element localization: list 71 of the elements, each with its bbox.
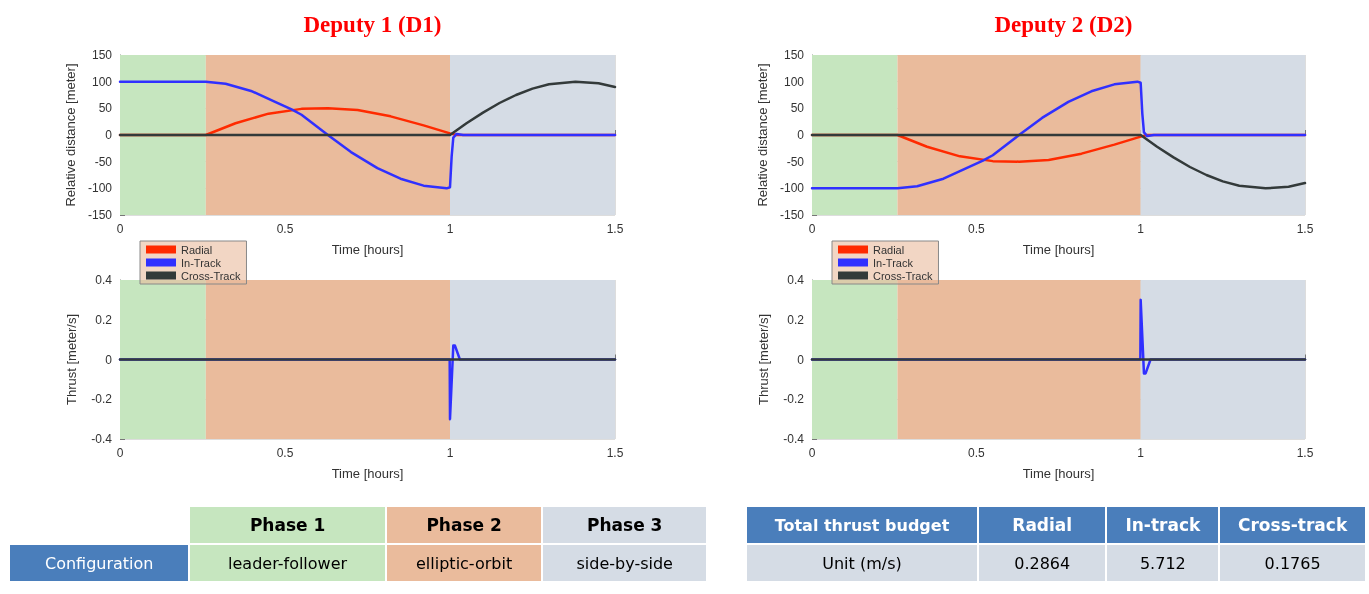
x-tick-label: 1.5: [606, 222, 624, 236]
x-tick-label: 0.5: [967, 222, 985, 236]
y-tick-label: -50: [94, 154, 113, 169]
category-label: Radial: [978, 507, 1106, 543]
category-label: Unit (m/s): [822, 553, 902, 573]
y-axis-title: Relative distance [meter]: [755, 63, 771, 207]
x-tick-label: 0.5: [276, 222, 294, 236]
y-tick-label: 50: [790, 101, 805, 116]
x-axis-title: Time [hours]: [331, 242, 404, 257]
category-label: Phase 1: [190, 507, 385, 543]
legend-label: Radial: [181, 243, 213, 256]
text: elliptic-orbit: [416, 553, 513, 573]
text: 0.1765: [1264, 553, 1321, 573]
text: 0.2864: [1014, 553, 1071, 573]
text: side-by-side: [576, 553, 673, 573]
x-tick-label: 1: [1137, 446, 1145, 460]
y-axis-title: Thrust [meter/s]: [756, 313, 771, 406]
x-tick-label: 0.5: [967, 446, 985, 460]
x-tick-label: 0: [116, 446, 124, 460]
y-tick-label: -0.2: [91, 392, 113, 407]
category-label: Phase 2: [386, 507, 542, 543]
category-label: Cross-track: [1220, 507, 1365, 543]
y-tick-label: -0.4: [783, 432, 805, 446]
y-tick-label: -100: [779, 181, 805, 196]
category-label: In-track: [1107, 507, 1219, 543]
legend-label: Cross-Track: [181, 269, 241, 282]
x-axis-title: Time [hours]: [331, 466, 404, 481]
y-tick-label: -0.2: [783, 392, 805, 407]
y-tick-label: -150: [779, 208, 805, 222]
legend-label: In-Track: [873, 256, 914, 269]
x-tick-label: 0: [808, 222, 816, 236]
category-label: Phase 3: [543, 507, 706, 543]
y-tick-label: 50: [98, 101, 113, 116]
y-tick-label: -150: [87, 208, 113, 222]
x-axis-title: Time [hours]: [1022, 242, 1095, 257]
x-tick-label: 1: [446, 222, 454, 236]
y-tick-label: 0.2: [95, 312, 113, 327]
x-tick-label: 1: [446, 446, 454, 460]
category-label: Configuration: [44, 553, 154, 573]
y-tick-label: -50: [786, 154, 805, 169]
y-tick-label: 0.4: [787, 273, 805, 287]
x-axis-title: Time [hours]: [1022, 466, 1095, 481]
chart-title: Deputy 2 (D2): [994, 12, 1133, 37]
x-tick-label: 0: [116, 222, 124, 236]
x-tick-label: 1.5: [606, 446, 624, 460]
y-tick-label: -100: [87, 181, 113, 196]
text: Total thrust budget: [747, 507, 977, 543]
legend-label: Cross-Track: [873, 269, 933, 282]
y-tick-label: 150: [783, 48, 805, 62]
y-tick-label: 0: [105, 128, 113, 142]
y-tick-label: 100: [783, 74, 805, 89]
x-tick-label: 1: [1137, 222, 1145, 236]
chart-title: Deputy 1 (D1): [303, 12, 442, 37]
y-tick-label: 0.4: [95, 273, 113, 287]
x-tick-label: 0.5: [276, 446, 294, 460]
text: leader-follower: [228, 553, 348, 573]
y-tick-label: 0.2: [787, 312, 805, 327]
y-axis-title: Thrust [meter/s]: [64, 313, 79, 406]
text: 5.712: [1139, 553, 1186, 573]
y-tick-label: 0: [105, 352, 113, 367]
y-tick-label: 0: [797, 352, 805, 367]
x-tick-label: 1.5: [1296, 222, 1314, 236]
x-tick-label: 0: [808, 446, 816, 460]
y-tick-label: -0.4: [91, 432, 113, 446]
y-tick-label: 150: [91, 48, 113, 62]
legend-label: Radial: [873, 243, 905, 256]
y-tick-label: 0: [797, 128, 805, 142]
legend-label: In-Track: [181, 256, 222, 269]
y-tick-label: 100: [91, 74, 113, 89]
x-tick-label: 1.5: [1296, 446, 1314, 460]
y-axis-title: Relative distance [meter]: [63, 63, 79, 207]
